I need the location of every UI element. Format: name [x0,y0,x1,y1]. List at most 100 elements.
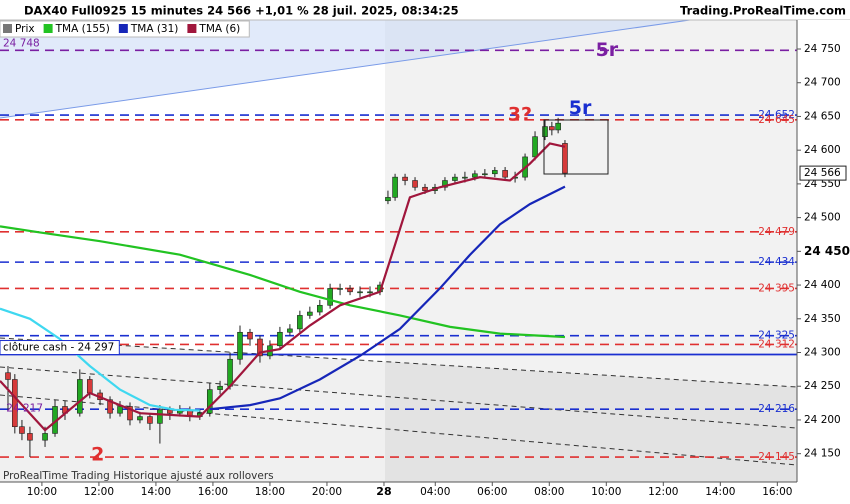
candle-body [422,186,428,191]
candle-body [277,331,283,347]
candle-body [86,379,93,394]
y-tick-label: 24 550 [804,178,841,190]
candle-body [257,338,263,357]
level-label: clôture cash - 24 297 [3,342,114,354]
candle-body [307,311,313,316]
candle-body [227,358,233,387]
candle-body [555,122,561,131]
y-tick-label: 24 400 [804,279,841,291]
candle-body [5,372,11,380]
legend-swatch [43,24,53,33]
annotation: 3? [508,104,532,126]
y-tick-label: 24 250 [804,380,841,392]
x-tick-label: 16:00 [198,486,228,498]
x-tick-label: 04:00 [420,486,450,498]
candle-body [542,126,548,137]
indicator-line [0,225,566,339]
level-label: 24 479 [758,226,795,238]
y-tick-label: 24 650 [804,110,841,122]
annotation: 5r [569,97,592,119]
legend-swatch [187,24,197,33]
x-tick-label: 28 [376,485,391,498]
candle-body [107,399,113,414]
candle-body [42,433,48,441]
candle-body [482,173,488,176]
candle-body [532,136,538,158]
candle-body [562,143,568,174]
x-tick-label: 12:00 [84,486,114,498]
y-tick-label: 24 350 [804,313,841,325]
candle-body [337,288,343,290]
level-label: 24 145 [758,451,795,463]
y-tick-label: 24 700 [804,77,841,89]
candle-body [442,180,448,188]
candle-body [217,385,223,390]
y-tick-label: 24 750 [804,43,841,55]
session-shade [385,20,797,482]
x-tick-label: 16:00 [762,486,792,498]
source: Trading.ProRealTime.com [680,4,846,18]
candle-body [492,170,498,175]
candle-body [27,433,33,441]
x-tick-label: 12:00 [648,486,678,498]
level-label: 24 312 [758,338,795,350]
y-tick-label: 24 200 [804,414,841,426]
indicator-line [0,142,566,432]
annotation: 2 [91,444,104,466]
candle-body [392,176,398,198]
candle-body [549,126,555,131]
legend: Prix TMA (155) TMA (31) TMA (6) [0,20,250,38]
candle-body [367,291,373,294]
candle-body [127,406,133,421]
indicator-line [0,307,200,412]
candle-body [347,288,353,293]
level-label: 24 395 [758,282,795,294]
x-tick-label: 20:00 [312,486,342,498]
level-label: 24 216 [758,403,795,415]
candle-body [137,416,143,421]
legend-label: TMA (155) [55,23,110,35]
legend-label: TMA (31) [130,23,179,35]
candle-body [402,176,408,181]
level-label: 24 652 [758,109,795,121]
candle-body [147,416,153,424]
candle-body [472,173,478,178]
x-tick-label: 14:00 [141,486,171,498]
y-axis-area [797,20,850,482]
candle-body [12,379,18,427]
legend-swatch [3,24,12,33]
candle-body [462,176,468,179]
y-tick-label: 24 500 [804,212,841,224]
annotation: 5r [596,39,619,61]
candle-body [297,315,303,330]
candle-body [385,197,391,202]
y-tick-label: 24 150 [804,448,841,460]
candle-body [167,409,173,414]
candle-body [117,406,123,414]
candle-body [287,328,293,333]
legend-label: TMA (6) [198,23,240,35]
indicator-line [209,185,566,411]
candle-body [502,170,508,178]
y-tick-label: 24 600 [804,144,841,156]
candle-body [247,331,253,340]
level-label: 24 645 [758,114,795,126]
channel-line [0,337,798,388]
legend-swatch [118,24,128,33]
candle-body [412,180,418,188]
plot [0,117,568,458]
channel-line [0,394,798,466]
x-tick-label: 08:00 [534,486,564,498]
candle-body [19,426,25,434]
channel-line [0,366,798,429]
level-label: 24 748 [3,37,40,49]
trend-line [0,19,691,119]
last-price-box [799,165,847,181]
candle-body [317,304,323,313]
level-label: 24 434 [758,256,795,268]
level-label-box [0,340,120,356]
legend-label: Prix [15,23,35,35]
